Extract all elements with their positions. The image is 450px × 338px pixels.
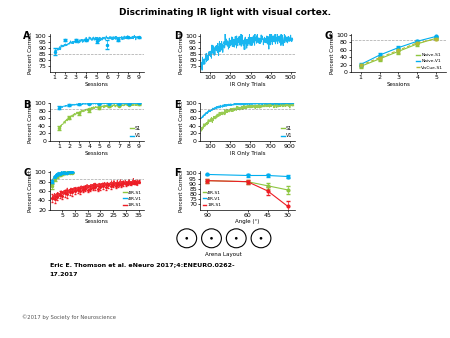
X-axis label: Sessions: Sessions (387, 82, 410, 87)
Y-axis label: Percent Correct: Percent Correct (179, 101, 184, 143)
Text: Arena Layout: Arena Layout (205, 252, 242, 257)
X-axis label: Sessions: Sessions (85, 219, 108, 224)
Y-axis label: Percent Correct: Percent Correct (179, 169, 184, 212)
Text: G: G (325, 31, 333, 41)
Y-axis label: Percent Correct: Percent Correct (330, 32, 335, 74)
Legend: 4IR-S1, 4IR-V1, 1IR-S1: 4IR-S1, 4IR-V1, 1IR-S1 (202, 191, 221, 207)
Text: Eric E. Thomson et al. eNeuro 2017;4:ENEURO.0262-: Eric E. Thomson et al. eNeuro 2017;4:ENE… (50, 262, 234, 267)
Legend: Naive-S1, Naive-V1, VisCue-S1: Naive-S1, Naive-V1, VisCue-S1 (416, 53, 443, 70)
Text: B: B (23, 99, 31, 110)
Legend: S1, V1: S1, V1 (130, 126, 141, 138)
Y-axis label: Percent Correct: Percent Correct (28, 169, 33, 212)
X-axis label: IR Only Trials: IR Only Trials (230, 151, 265, 155)
Text: C: C (23, 168, 30, 178)
Text: E: E (174, 99, 180, 110)
X-axis label: Sessions: Sessions (85, 151, 108, 155)
X-axis label: Angle (°): Angle (°) (235, 219, 260, 224)
Y-axis label: Percent Correct: Percent Correct (28, 32, 33, 74)
Text: A: A (23, 31, 31, 41)
Text: F: F (174, 168, 180, 178)
Text: ©2017 by Society for Neuroscience: ©2017 by Society for Neuroscience (22, 314, 117, 320)
Text: D: D (174, 31, 182, 41)
Legend: S1, V1: S1, V1 (281, 126, 292, 138)
Y-axis label: Percent Correct: Percent Correct (28, 101, 33, 143)
Legend: 4IR-S1, 4IR-V1, 1IR-S1: 4IR-S1, 4IR-V1, 1IR-S1 (123, 191, 142, 207)
X-axis label: Sessions: Sessions (85, 82, 108, 87)
Y-axis label: Percent Correct: Percent Correct (179, 32, 184, 74)
Text: Discriminating IR light with visual cortex.: Discriminating IR light with visual cort… (119, 8, 331, 18)
Text: 17.2017: 17.2017 (50, 272, 78, 277)
X-axis label: IR Only Trials: IR Only Trials (230, 82, 265, 87)
